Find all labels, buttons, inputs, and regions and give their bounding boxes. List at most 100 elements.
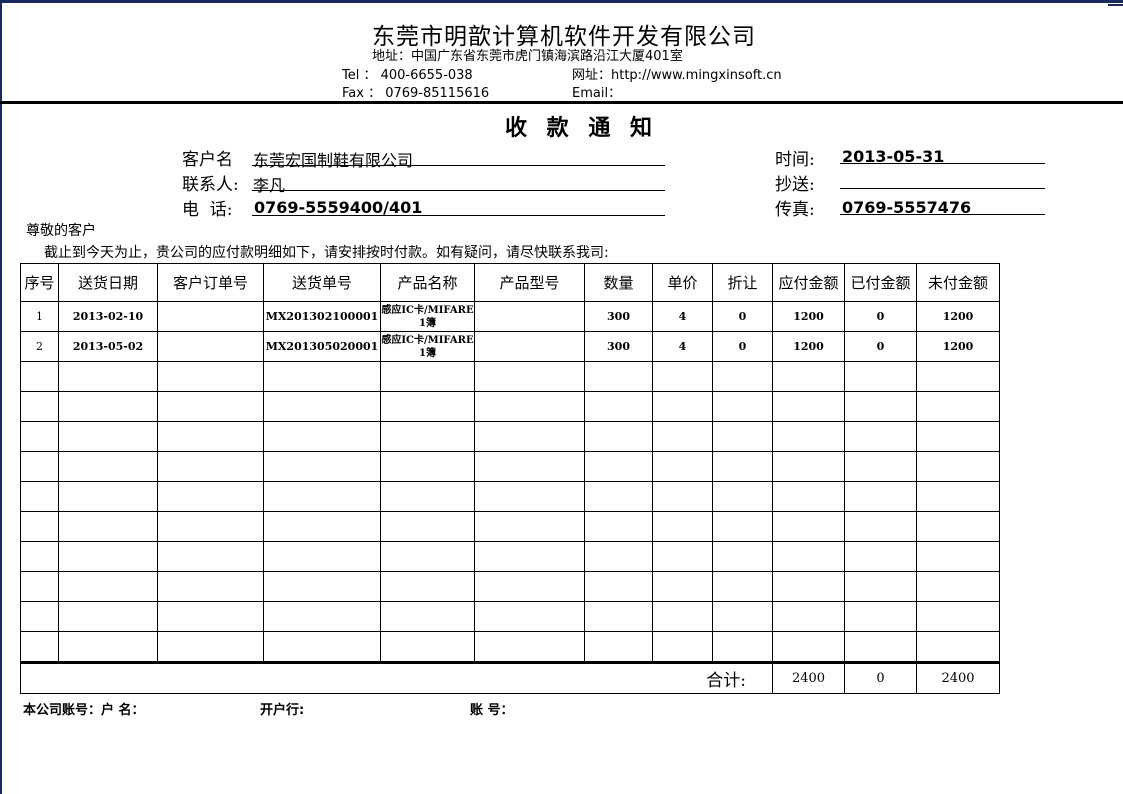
table-cell [712,601,773,632]
table-cell [916,541,1000,572]
table-cell [20,451,59,482]
table-cell [157,301,264,332]
table-cell [712,451,773,482]
table-cell [380,511,475,542]
table-cell [916,571,1000,602]
table-cell [58,361,158,392]
greeting: 尊敬的客户 [26,223,96,239]
table-cell [20,361,59,392]
table-cell [20,481,59,512]
table-cell [474,571,585,602]
table-cell [584,421,653,452]
column-header: 产品型号 [474,263,585,302]
table-cell [916,361,1000,392]
table-cell [844,601,917,632]
table-cell [474,541,585,572]
table-cell [58,511,158,542]
column-header: 序号 [20,263,59,302]
table-cell [844,511,917,542]
cc-label: 抄送: [775,175,815,195]
table-cell: 0 [844,331,917,362]
table-cell [712,391,773,422]
table-cell [20,511,59,542]
table-cell [652,631,713,663]
table-cell [58,571,158,602]
table-cell [844,451,917,482]
account-number-label: 账 号： [470,703,514,718]
customer-value: 东莞宏国制鞋有限公司 [253,151,414,170]
table-cell [652,481,713,512]
column-header: 送货单号 [263,263,381,302]
table-cell [263,541,381,572]
table-cell [772,511,845,542]
company-name: 东莞市明歆计算机软件开发有限公司 [372,24,756,50]
table-cell [844,541,917,572]
table-cell [474,331,585,362]
total-label: 合计: [20,661,773,694]
empty-table-row [20,601,1000,632]
table-cell [157,421,264,452]
table-cell [380,601,475,632]
table-cell [157,601,264,632]
column-header: 未付金额 [916,263,1000,302]
table-cell [380,421,475,452]
table-cell [584,631,653,663]
empty-table-row [20,361,1000,392]
table-cell [58,601,158,632]
payment-message: 截止到今天为止，贵公司的应付款明细如下，请安排按时付款。如有疑问，请尽快联系我司… [44,245,609,261]
total-payable: 2400 [772,661,845,694]
table-cell [58,631,158,663]
header-divider [0,101,1123,104]
window-border-corner [1108,4,1123,6]
table-cell [772,391,845,422]
table-cell [916,601,1000,632]
table-cell [380,541,475,572]
table-cell [380,571,475,602]
table-cell: 2 [20,331,59,362]
table-cell [844,361,917,392]
table-cell [20,421,59,452]
table-cell [772,361,845,392]
empty-table-row [20,391,1000,422]
table-cell [474,601,585,632]
table-cell: 1200 [772,331,845,362]
table-row: 1 2013-02-10 MX201302100001 感应IC卡/MIFARE 1簿… [20,301,1000,332]
table-cell [263,571,381,602]
table-cell [652,601,713,632]
table-cell: 2013-02-10 [58,301,158,332]
table-cell [844,391,917,422]
table-cell [584,571,653,602]
cc-underline [840,188,1045,189]
empty-table-row [20,481,1000,512]
table-cell [844,631,917,663]
table-cell [652,571,713,602]
table-cell: 0 [712,301,773,332]
table-cell [474,631,585,663]
company-email: Email： [572,86,622,101]
table-cell [380,481,475,512]
table-cell [58,421,158,452]
table-cell: 300 [584,301,653,332]
table-cell [584,391,653,422]
fax-underline [840,214,1045,215]
table-cell: 1 [20,301,59,332]
table-cell: MX201305020001 [263,331,381,362]
phone-value: 0769-5559400/401 [254,198,423,217]
date-value: 2013-05-31 [842,147,945,166]
column-header: 已付金额 [844,263,917,302]
table-cell [157,541,264,572]
table-cell [652,541,713,572]
window-border-left [0,0,2,794]
table-cell: 1200 [916,301,1000,332]
table-cell [584,361,653,392]
table-cell [263,631,381,663]
table-cell: 感应IC卡/MIFARE 1簿 [380,331,475,362]
table-cell [712,511,773,542]
table-cell [844,571,917,602]
company-fax: Fax ： 0769-85115616 [342,86,490,101]
table-cell [712,481,773,512]
table-cell [916,451,1000,482]
company-website: 网址：http://www.mingxinsoft.cn [572,68,782,83]
table-cell [157,481,264,512]
table-cell [916,391,1000,422]
